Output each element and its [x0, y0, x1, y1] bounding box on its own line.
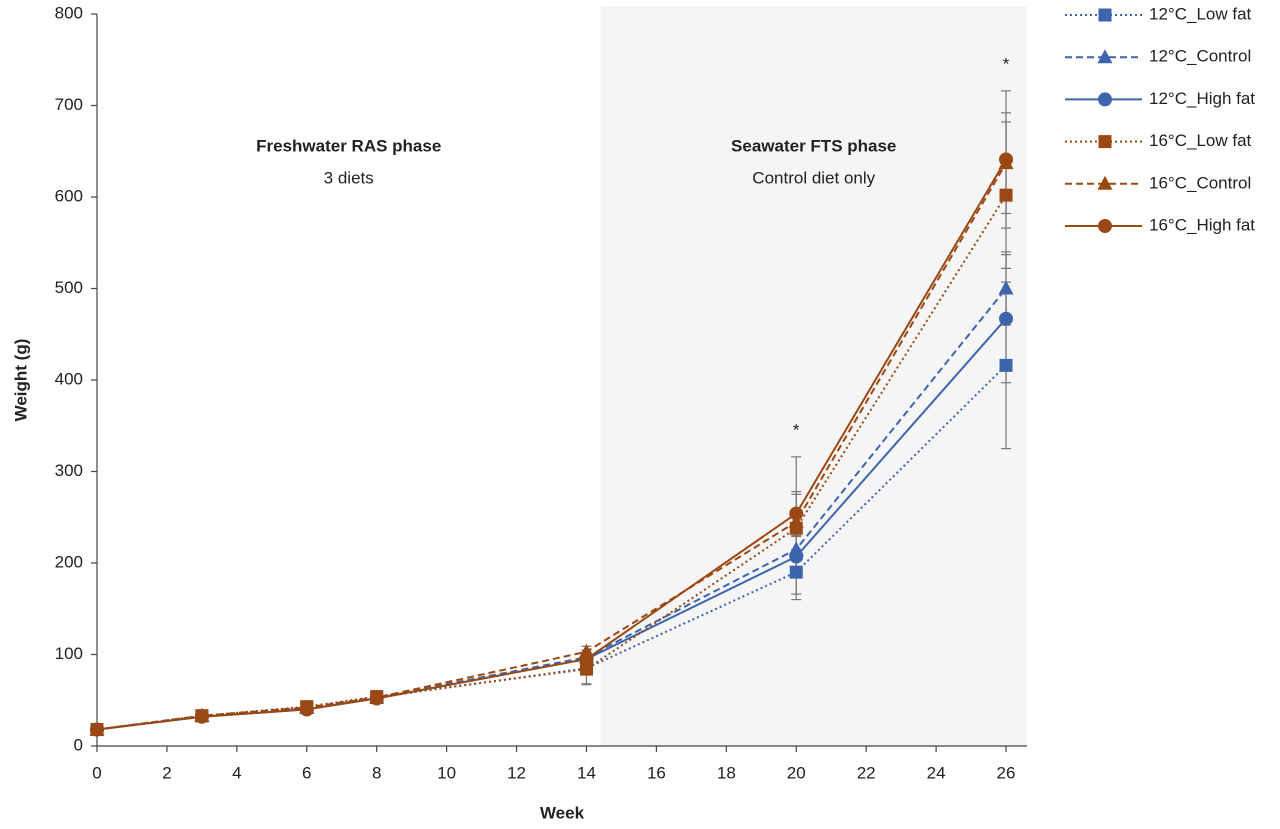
marker	[1098, 135, 1112, 149]
marker	[789, 506, 804, 521]
legend-label: 12°C_High fat	[1149, 89, 1255, 108]
x-tick-label: 12	[507, 763, 526, 782]
x-tick-label: 24	[927, 763, 946, 782]
marker	[789, 549, 804, 564]
x-tick-label: 6	[302, 763, 311, 782]
x-tick-label: 20	[787, 763, 806, 782]
y-tick-label: 600	[55, 186, 83, 205]
annotation: *	[793, 420, 800, 439]
y-tick-label: 500	[55, 278, 83, 297]
y-tick-label: 800	[55, 3, 83, 22]
marker	[999, 188, 1013, 202]
x-tick-label: 26	[997, 763, 1016, 782]
marker	[1098, 92, 1112, 107]
marker	[579, 652, 594, 667]
y-tick-label: 700	[55, 95, 83, 114]
marker	[788, 513, 804, 528]
x-axis-label: Week	[540, 803, 585, 822]
x-tick-label: 4	[232, 763, 241, 782]
x-tick-label: 10	[437, 763, 456, 782]
marker	[1098, 219, 1112, 233]
marker	[90, 722, 104, 737]
marker	[369, 691, 384, 706]
y-tick-label: 100	[55, 644, 83, 663]
marker	[1097, 175, 1113, 190]
phase-title: Seawater FTS phase	[731, 136, 896, 155]
marker	[194, 709, 209, 724]
x-tick-label: 14	[577, 763, 596, 782]
x-tick-label: 22	[857, 763, 876, 782]
legend-item: 12°C_Low fat	[1065, 4, 1252, 23]
legend-item: 12°C_High fat	[1065, 89, 1255, 108]
x-tick-label: 2	[162, 763, 171, 782]
phase-subtitle: Control diet only	[752, 168, 875, 187]
y-axis-label: Weight (g)	[11, 339, 30, 422]
y-tick-label: 200	[55, 552, 83, 571]
legend-item: 16°C_High fat	[1065, 215, 1255, 234]
x-tick-label: 8	[372, 763, 381, 782]
legend-label: 12°C_Control	[1149, 47, 1251, 66]
x-tick-label: 0	[92, 763, 101, 782]
legend-item: 16°C_Low fat	[1065, 131, 1252, 150]
x-tick-label: 16	[647, 763, 666, 782]
phase-subtitle: 3 diets	[324, 168, 374, 187]
marker	[299, 702, 314, 717]
annotation: *	[1003, 54, 1010, 73]
marker	[999, 152, 1014, 167]
legend-label: 12°C_Low fat	[1149, 4, 1252, 23]
phase-title: Freshwater RAS phase	[256, 136, 441, 155]
marker	[1098, 8, 1112, 22]
legend-item: 16°C_Control	[1065, 173, 1251, 192]
marker	[789, 565, 803, 579]
legend-item: 12°C_Control	[1065, 47, 1251, 66]
x-tick-label: 18	[717, 763, 736, 782]
legend-label: 16°C_High fat	[1149, 215, 1255, 234]
y-tick-label: 400	[55, 369, 83, 388]
y-tick-label: 300	[55, 461, 83, 480]
shaded-region	[600, 6, 1027, 746]
marker	[1097, 49, 1113, 64]
marker	[999, 311, 1014, 326]
marker	[999, 358, 1013, 372]
y-tick-label: 0	[74, 735, 83, 754]
legend-label: 16°C_Control	[1149, 173, 1251, 192]
legend-label: 16°C_Low fat	[1149, 131, 1252, 150]
marker	[579, 662, 593, 676]
marker	[998, 280, 1014, 295]
